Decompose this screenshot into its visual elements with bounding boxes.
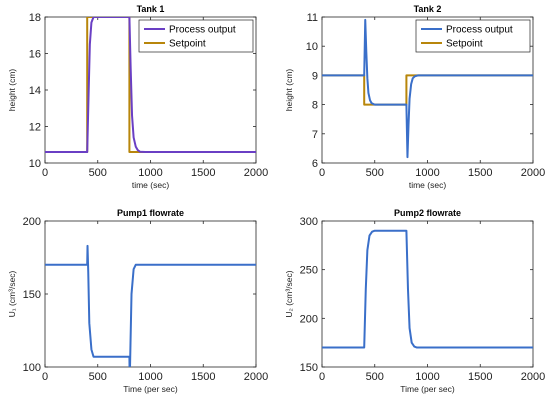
y-tick-label: 200 [23,216,41,228]
legend-box [415,19,531,53]
y-axis-label: U₂ (cm³/sec) [284,270,294,317]
y-tick-label: 12 [29,122,41,134]
chart-panel-4: Pump2 flowrate 0 500 1000 1500 2000 150 200 250 3… [284,208,545,394]
x-tick-label: 500 [366,167,384,179]
series-line-1 [45,244,256,367]
x-tick-label: 2000 [244,167,268,179]
legend: Process output Setpoint [138,19,254,53]
series-line-1 [45,17,256,154]
x-tick-label: 0 [42,371,48,383]
chart-title: Pump1 flowrate [117,208,184,218]
legend-box [138,19,254,53]
legend-label: Setpoint [169,39,206,50]
chart-panel-2: Tank 2 0 500 1000 1500 2000 6 7 8 9 10 11 time (sec)… [284,4,545,190]
y-tick-label: 11 [307,12,318,24]
series-line-1 [322,18,533,159]
x-axis-label: Time (per sec) [400,384,455,394]
x-tick-label: 0 [42,167,48,179]
y-tick-label: 200 [300,313,318,325]
y-tick-label: 100 [23,362,41,374]
x-tick-label: 500 [89,167,107,179]
y-tick-label: 250 [300,265,318,277]
x-tick-label: 2000 [244,371,268,383]
x-axis-label: time (sec) [409,180,446,190]
x-tick-label: 1000 [415,167,439,179]
y-tick-label: 10 [306,41,318,53]
y-axis-label: U₁ (cm³/sec) [7,270,17,317]
x-tick-label: 2000 [521,371,545,383]
x-tick-label: 1500 [468,167,492,179]
y-tick-label: 14 [29,85,41,97]
series-line-1 [322,229,533,349]
y-tick-label: 150 [23,289,41,301]
y-tick-label: 18 [29,12,41,24]
legend-label: Setpoint [446,39,483,50]
x-tick-label: 1500 [191,167,215,179]
x-tick-label: 0 [319,167,325,179]
legend: Process output Setpoint [415,19,531,53]
legend-label: Process output [446,25,513,36]
x-tick-label: 1000 [415,371,439,383]
y-tick-label: 9 [312,70,318,82]
x-tick-label: 2000 [521,167,545,179]
y-tick-label: 7 [312,129,318,141]
chart-panel-1: Tank 1 0 500 1000 1500 2000 10 12 14 16 18 time (se… [7,4,268,190]
x-tick-label: 1500 [468,371,492,383]
x-axis-label: time (sec) [132,180,169,190]
chart-panel-3: Pump1 flowrate 0 500 1000 1500 2000 100 150 200 T… [7,208,268,394]
y-axis-label: height (cm) [7,69,17,112]
y-tick-label: 150 [300,362,318,374]
plot-frame [44,220,257,368]
x-tick-label: 1000 [138,167,162,179]
legend-label: Process output [169,25,236,36]
x-tick-label: 500 [89,371,107,383]
x-axis-label: Time (per sec) [123,384,178,394]
chart-title: Pump2 flowrate [394,208,461,218]
chart-title: Tank 2 [414,4,442,14]
x-tick-label: 1000 [138,371,162,383]
y-tick-label: 6 [312,158,318,170]
y-tick-label: 8 [312,100,318,112]
x-tick-label: 1500 [191,371,215,383]
y-tick-label: 300 [300,216,318,228]
chart-title: Tank 1 [137,4,165,14]
plot-frame [321,220,534,368]
y-tick-label: 10 [29,158,41,170]
y-axis-label: height (cm) [284,69,294,112]
x-tick-label: 0 [319,371,325,383]
x-tick-label: 500 [366,371,384,383]
y-tick-label: 16 [29,49,41,61]
